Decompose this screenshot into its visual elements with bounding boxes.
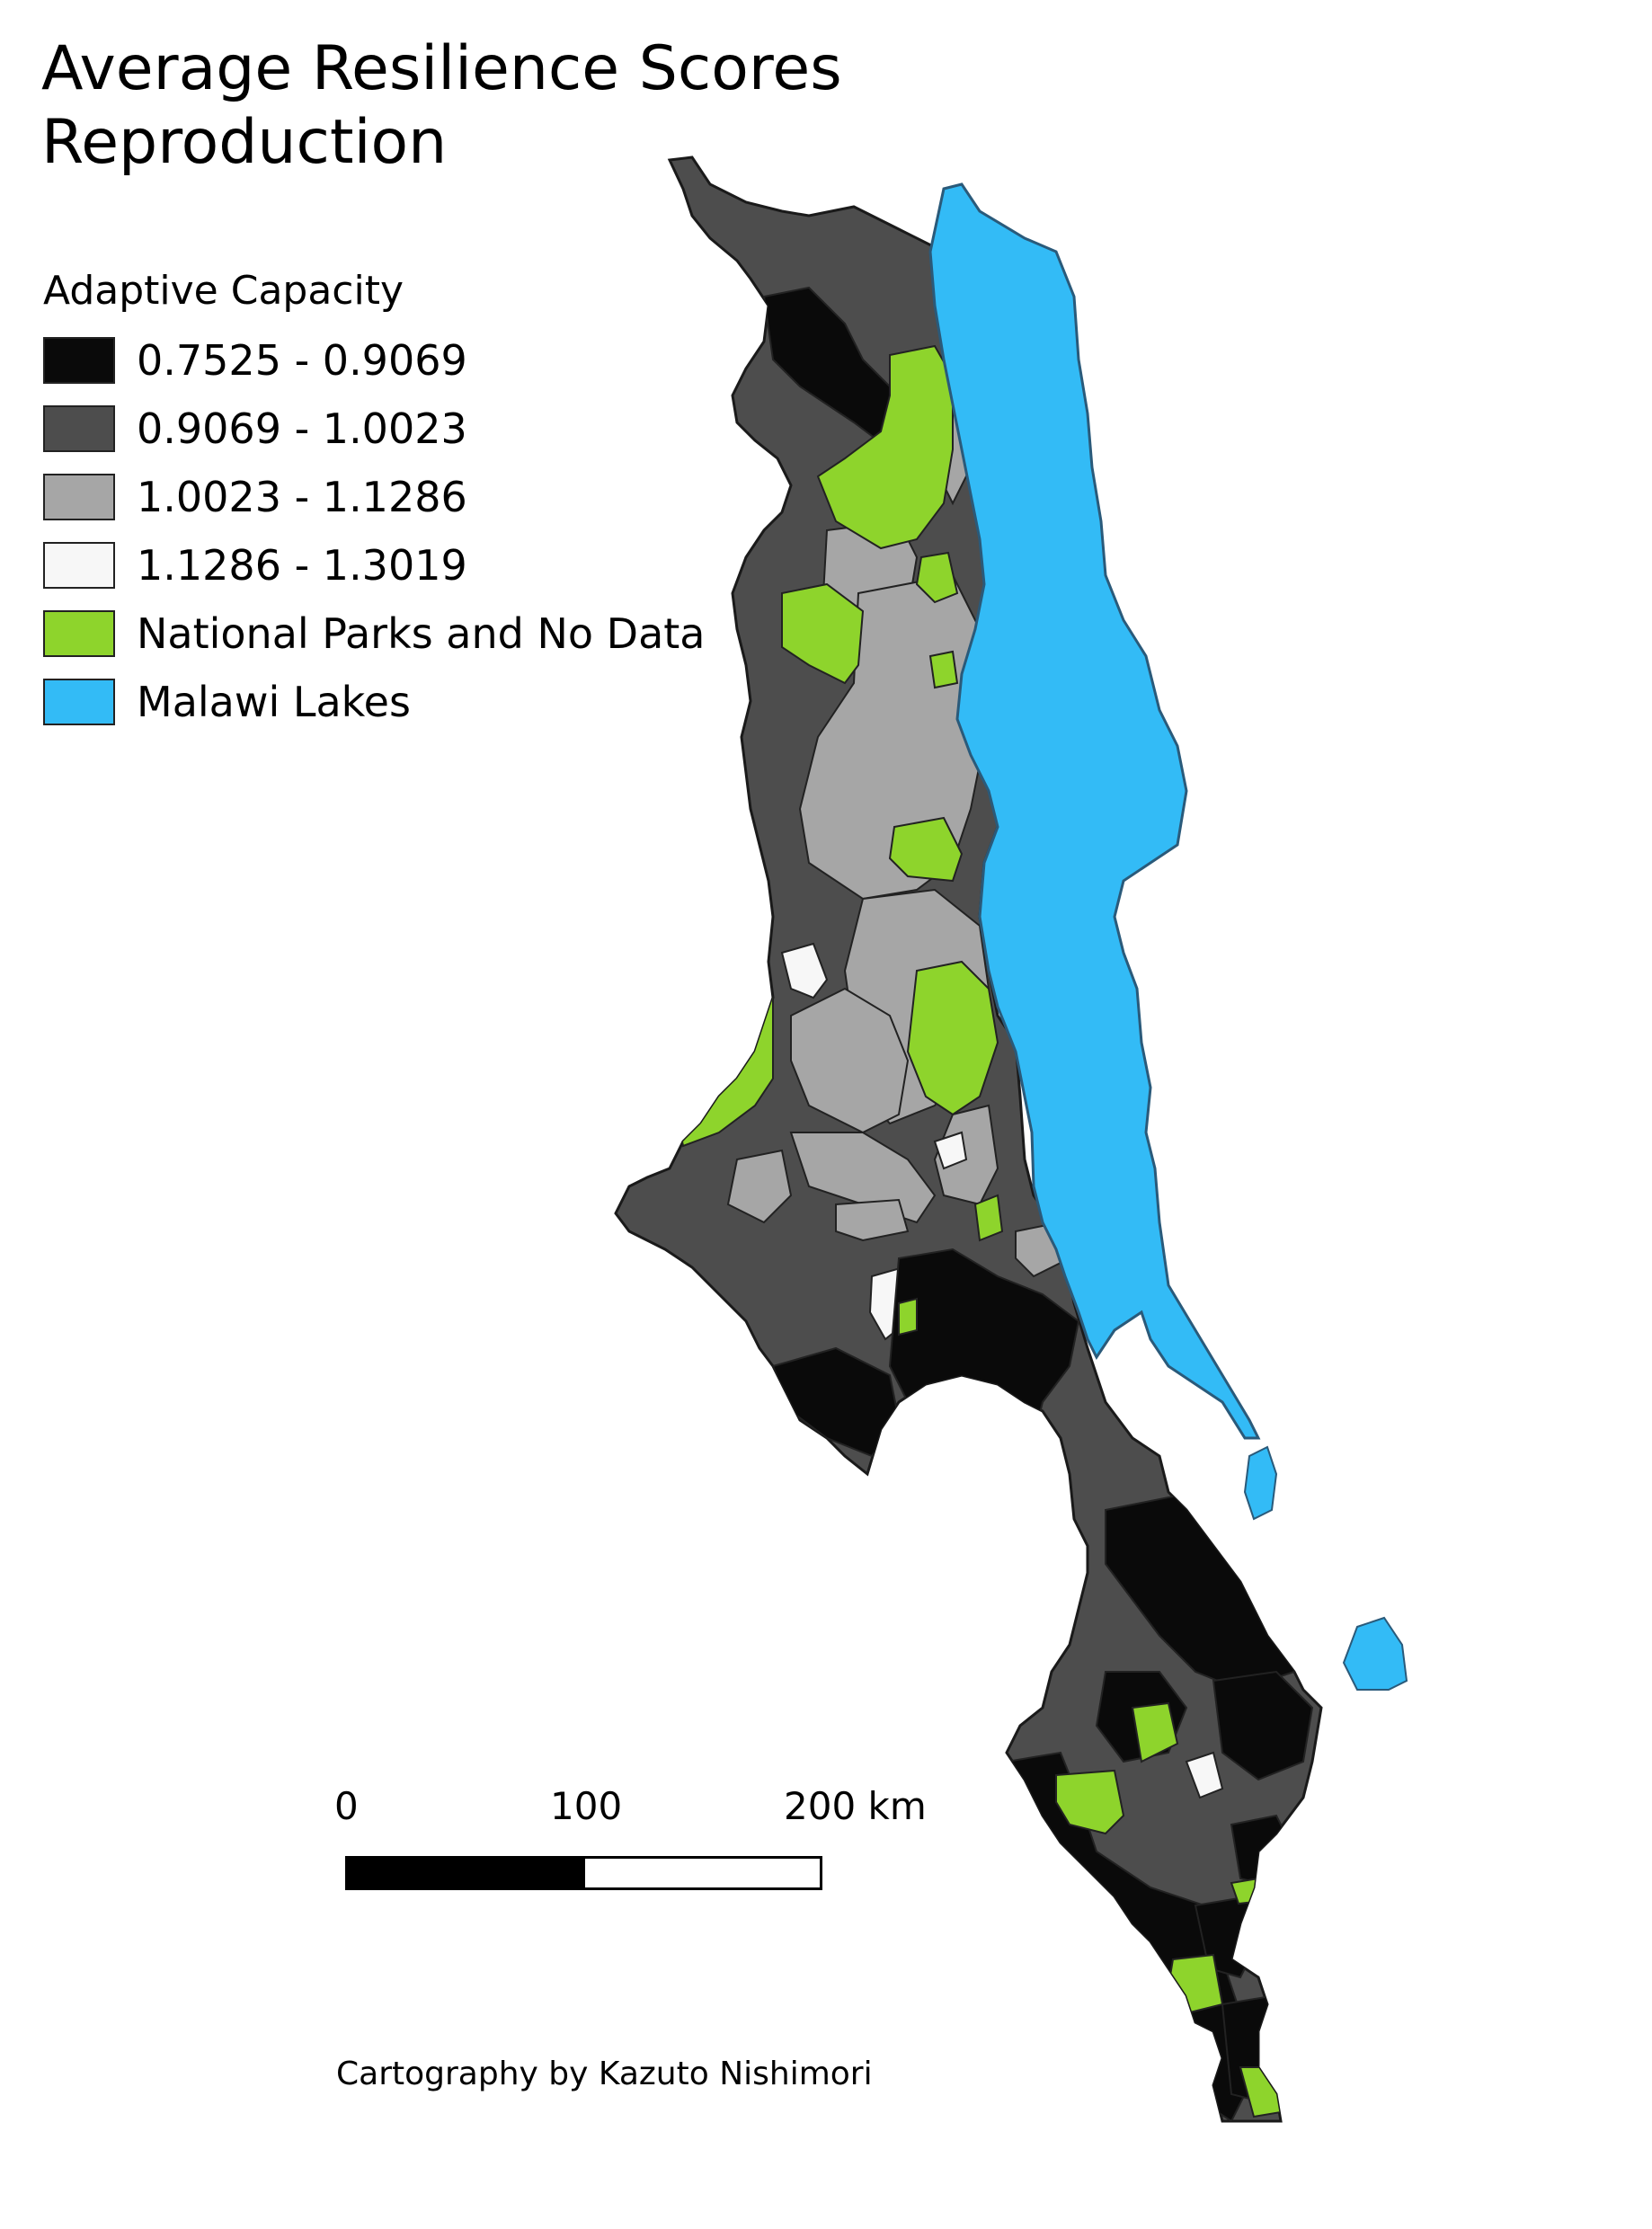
legend-item-class-4: 1.1286 - 1.3019: [43, 531, 705, 599]
legend-swatch: [43, 474, 115, 520]
legend-item-national-parks: National Parks and No Data: [43, 599, 705, 668]
cartography-credit: Cartography by Kazuto Nishimori: [336, 2056, 873, 2092]
national-park: [906, 960, 999, 1116]
legend-label: 1.0023 - 1.1286: [137, 473, 467, 521]
lake-malombe: [1243, 1445, 1278, 1521]
scale-bar-segment-black: [345, 1856, 585, 1890]
legend-title: Adaptive Capacity: [43, 268, 404, 314]
legend-item-class-2: 0.9069 - 1.0023: [43, 395, 705, 463]
scale-bar-segment-white: [582, 1856, 822, 1890]
scale-label-100: 100: [550, 1784, 623, 1828]
legend-item-malawi-lakes: Malawi Lakes: [43, 668, 705, 736]
national-park: [1055, 1769, 1125, 1835]
national-park: [928, 650, 959, 689]
district-region: [780, 942, 829, 999]
district-region: [726, 1149, 793, 1224]
district-region: [1230, 1814, 1296, 1889]
legend-item-class-3: 1.0023 - 1.1286: [43, 463, 705, 531]
map-title-line-2: Reproduction: [41, 106, 448, 178]
scale-label-0: 0: [334, 1784, 359, 1828]
lake-malawi: [928, 182, 1261, 1440]
legend-swatch: [43, 542, 115, 589]
scale-bar: 0 100 200 km: [334, 1784, 927, 1910]
legend: Adaptive Capacity 0.7525 - 0.9069 0.9069…: [43, 268, 705, 736]
district-region: [933, 1131, 968, 1170]
map-title: Average Resilience Scores Reproduction: [41, 32, 842, 179]
legend-label: 1.1286 - 1.3019: [137, 541, 467, 590]
legend-swatch: [43, 610, 115, 657]
scale-label-200km: 200 km: [784, 1784, 927, 1828]
legend-label: National Parks and No Data: [137, 609, 706, 658]
national-park: [1167, 1953, 1224, 2015]
district-region: [835, 1198, 910, 1242]
legend-swatch: [43, 679, 115, 725]
legend-item-class-1: 0.7525 - 0.9069: [43, 326, 705, 395]
legend-label: 0.9069 - 1.0023: [137, 404, 467, 453]
lake-chilwa: [1342, 1616, 1408, 1691]
legend-label: Malawi Lakes: [137, 678, 411, 726]
national-park: [781, 582, 865, 685]
legend-label: 0.7525 - 0.9069: [137, 336, 467, 385]
national-park: [915, 551, 959, 604]
national-park: [1131, 1701, 1179, 1763]
national-park: [888, 816, 964, 883]
national-park: [973, 1194, 1004, 1242]
national-park: [898, 1297, 918, 1337]
district-region: [790, 987, 910, 1134]
legend-swatch: [43, 405, 115, 452]
legend-swatch: [43, 337, 115, 384]
district-region: [1212, 1670, 1314, 1781]
map-title-line-1: Average Resilience Scores: [41, 33, 842, 104]
district-region: [1185, 1751, 1224, 1799]
